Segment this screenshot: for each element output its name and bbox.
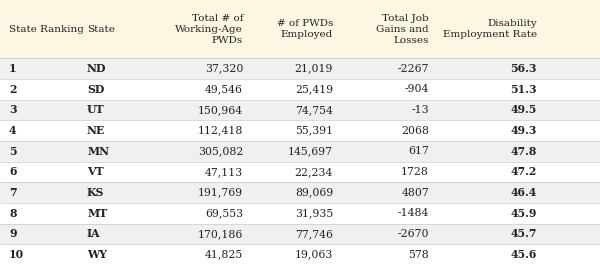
Text: ND: ND: [87, 63, 107, 74]
Text: 31,935: 31,935: [295, 208, 333, 218]
Text: State: State: [87, 25, 115, 34]
FancyBboxPatch shape: [0, 224, 600, 244]
Text: 37,320: 37,320: [205, 64, 243, 74]
Text: 89,069: 89,069: [295, 188, 333, 198]
Text: 7: 7: [9, 187, 17, 198]
FancyBboxPatch shape: [0, 120, 600, 141]
Text: State Ranking: State Ranking: [9, 25, 84, 34]
Text: 25,419: 25,419: [295, 84, 333, 94]
Text: KS: KS: [87, 187, 104, 198]
Text: 112,418: 112,418: [197, 126, 243, 136]
Text: 191,769: 191,769: [198, 188, 243, 198]
Text: 47,113: 47,113: [205, 167, 243, 177]
Text: 74,754: 74,754: [295, 105, 333, 115]
Text: 45.7: 45.7: [511, 228, 537, 240]
Text: WY: WY: [87, 249, 107, 260]
Text: VT: VT: [87, 166, 104, 178]
Text: 617: 617: [408, 146, 429, 156]
Text: MT: MT: [87, 208, 107, 219]
Text: -2670: -2670: [398, 229, 429, 239]
Text: 22,234: 22,234: [295, 167, 333, 177]
Text: 2068: 2068: [401, 126, 429, 136]
FancyBboxPatch shape: [0, 58, 600, 79]
Text: 47.2: 47.2: [511, 166, 537, 178]
Text: 51.3: 51.3: [511, 84, 537, 95]
Text: IA: IA: [87, 228, 101, 240]
Text: MN: MN: [87, 146, 109, 157]
Text: 49,546: 49,546: [205, 84, 243, 94]
Text: -904: -904: [404, 84, 429, 94]
FancyBboxPatch shape: [0, 141, 600, 162]
Text: 49.5: 49.5: [511, 104, 537, 116]
FancyBboxPatch shape: [0, 203, 600, 224]
Text: 6: 6: [9, 166, 17, 178]
Text: 4: 4: [9, 125, 17, 136]
FancyBboxPatch shape: [0, 162, 600, 182]
Text: 56.3: 56.3: [511, 63, 537, 74]
Text: Disability
Employment Rate: Disability Employment Rate: [443, 19, 537, 39]
Text: 69,553: 69,553: [205, 208, 243, 218]
Text: 150,964: 150,964: [198, 105, 243, 115]
Text: 21,019: 21,019: [295, 64, 333, 74]
Text: -2267: -2267: [398, 64, 429, 74]
FancyBboxPatch shape: [0, 0, 600, 58]
Text: 2: 2: [9, 84, 17, 95]
Text: Total Job
Gains and
Losses: Total Job Gains and Losses: [376, 14, 429, 45]
Text: 8: 8: [9, 208, 17, 219]
Text: -13: -13: [412, 105, 429, 115]
Text: 55,391: 55,391: [295, 126, 333, 136]
Text: 4807: 4807: [401, 188, 429, 198]
Text: 45.9: 45.9: [511, 208, 537, 219]
FancyBboxPatch shape: [0, 244, 600, 265]
Text: SD: SD: [87, 84, 104, 95]
Text: NE: NE: [87, 125, 105, 136]
FancyBboxPatch shape: [0, 79, 600, 100]
Text: 41,825: 41,825: [205, 250, 243, 260]
Text: 1728: 1728: [401, 167, 429, 177]
FancyBboxPatch shape: [0, 100, 600, 120]
Text: 305,082: 305,082: [197, 146, 243, 156]
Text: 10: 10: [9, 249, 24, 260]
Text: 5: 5: [9, 146, 17, 157]
Text: # of PWDs
Employed: # of PWDs Employed: [277, 19, 333, 39]
Text: UT: UT: [87, 104, 104, 116]
Text: 3: 3: [9, 104, 17, 116]
Text: 77,746: 77,746: [295, 229, 333, 239]
Text: 46.4: 46.4: [511, 187, 537, 198]
Text: 9: 9: [9, 228, 17, 240]
FancyBboxPatch shape: [0, 182, 600, 203]
Text: 145,697: 145,697: [288, 146, 333, 156]
Text: 1: 1: [9, 63, 17, 74]
Text: Total # of
Working-Age
PWDs: Total # of Working-Age PWDs: [175, 14, 243, 45]
Text: 45.6: 45.6: [511, 249, 537, 260]
Text: -1484: -1484: [398, 208, 429, 218]
Text: 49.3: 49.3: [511, 125, 537, 136]
Text: 578: 578: [408, 250, 429, 260]
Text: 170,186: 170,186: [197, 229, 243, 239]
Text: 47.8: 47.8: [511, 146, 537, 157]
Text: 19,063: 19,063: [295, 250, 333, 260]
